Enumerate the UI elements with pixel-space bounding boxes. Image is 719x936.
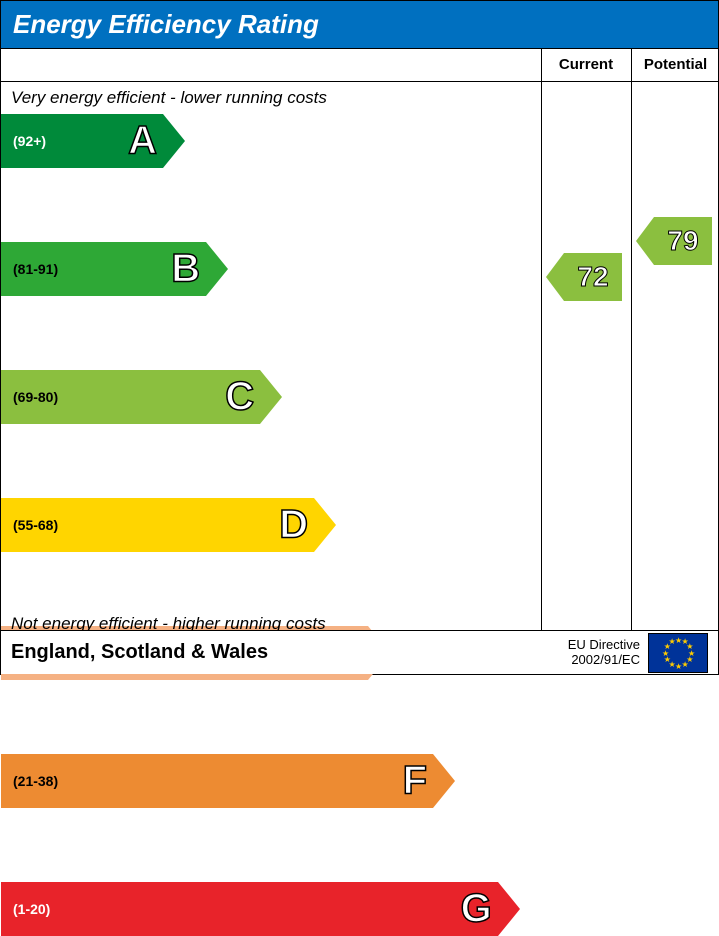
band-letter: G [461,887,492,932]
eu-star-icon: ★ [675,662,682,671]
band-arrow-icon [314,498,336,552]
band-letter: B [171,247,200,292]
band-arrow-icon [163,114,185,168]
current-rating-arrow [546,253,564,301]
band-bar: (21-38) F [1,754,433,808]
band-range-label: (55-68) [1,517,58,533]
band-arrow-icon [206,242,228,296]
band-range-label: (69-80) [1,389,58,405]
rating-band-c: (69-80) C [1,370,541,424]
band-letter: F [403,759,427,804]
band-range-label: (81-91) [1,261,58,277]
band-range-label: (92+) [1,133,46,149]
chart-area: Very energy efficient - lower running co… [1,82,541,640]
rating-band-a: (92+) A [1,114,541,168]
eu-star-icon: ★ [682,660,689,669]
chart-grid: Current Potential Very energy efficient … [1,48,718,640]
eu-star-icon: ★ [669,637,676,646]
footer-directive: EU Directive 2002/91/EC [568,638,640,667]
potential-rating-marker: 79 [636,217,712,265]
rating-band-b: (81-91) B [1,242,541,296]
band-range-label: (1-20) [1,901,50,917]
epc-chart: Energy Efficiency Rating Current Potenti… [0,0,719,675]
potential-rating-value: 79 [654,217,712,265]
col-header-blank [1,48,541,82]
directive-line1: EU Directive [568,638,640,652]
potential-rating-arrow [636,217,654,265]
current-rating-value: 72 [564,253,622,301]
band-bar: (1-20) G [1,882,498,936]
band-bar: (69-80) C [1,370,260,424]
col-header-potential: Potential [631,48,719,82]
col-divider-current [541,48,542,640]
band-bar: (55-68) D [1,498,314,552]
eu-flag-icon: ★★★★★★★★★★★★ [648,633,708,673]
band-letter: A [128,119,157,164]
band-bar: (81-91) B [1,242,206,296]
band-bar: (92+) A [1,114,163,168]
rating-bands: (92+)A(81-91)B(69-80)C(55-68)D(39-54)E(2… [1,114,541,552]
subtitle-top: Very energy efficient - lower running co… [1,82,541,114]
directive-line2: 2002/91/EC [568,653,640,667]
chart-title: Energy Efficiency Rating [1,1,718,48]
band-arrow-icon [433,754,455,808]
rating-band-f: (21-38) F [1,754,541,808]
chart-footer: England, Scotland & Wales EU Directive 2… [1,630,718,674]
rating-band-d: (55-68) D [1,498,541,552]
col-divider-potential [631,48,632,640]
band-range-label: (21-38) [1,773,58,789]
band-arrow-icon [498,882,520,936]
current-rating-marker: 72 [546,253,622,301]
rating-band-g: (1-20) G [1,882,541,936]
col-header-current: Current [541,48,631,82]
footer-region: England, Scotland & Wales [11,641,568,664]
band-letter: C [225,375,254,420]
band-letter: D [279,503,308,548]
band-arrow-icon [260,370,282,424]
